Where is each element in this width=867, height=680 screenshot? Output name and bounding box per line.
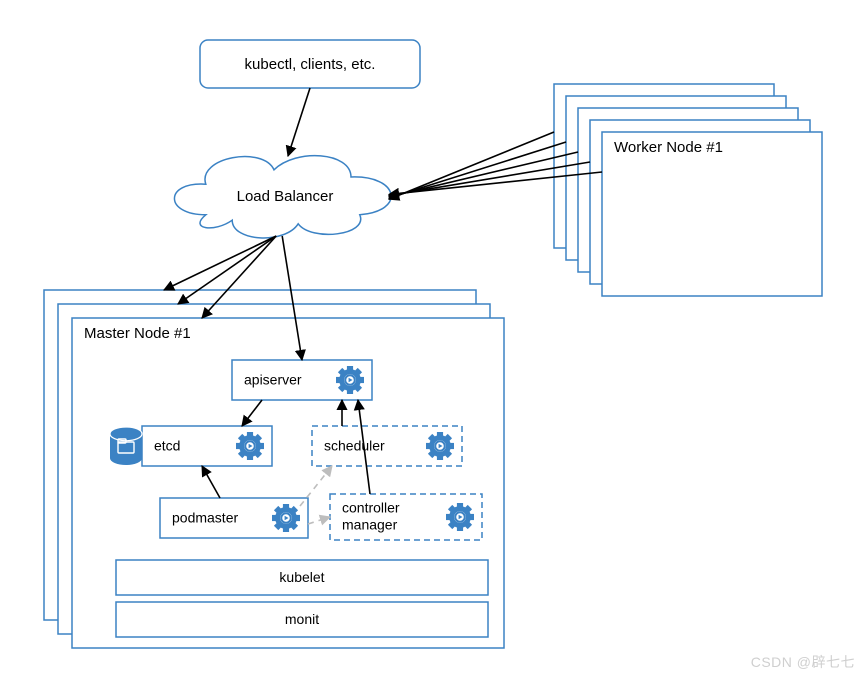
svg-text:monit: monit — [285, 611, 319, 627]
edge — [164, 236, 276, 290]
svg-text:Load Balancer: Load Balancer — [237, 188, 334, 205]
svg-text:etcd: etcd — [154, 438, 180, 454]
svg-text:Worker Node #1: Worker Node #1 — [614, 139, 723, 156]
svg-text:kubectl, clients, etc.: kubectl, clients, etc. — [245, 56, 376, 73]
edge — [389, 132, 554, 199]
svg-text:podmaster: podmaster — [172, 510, 238, 526]
edge — [389, 152, 578, 197]
watermark: CSDN @辟七七 — [751, 652, 855, 672]
svg-text:scheduler: scheduler — [324, 438, 385, 454]
svg-text:manager: manager — [342, 517, 398, 533]
svg-text:controller: controller — [342, 500, 400, 516]
svg-text:Master Node #1: Master Node #1 — [84, 325, 191, 342]
edge — [288, 88, 310, 156]
svg-text:kubelet: kubelet — [279, 569, 324, 585]
svg-text:apiserver: apiserver — [244, 372, 302, 388]
